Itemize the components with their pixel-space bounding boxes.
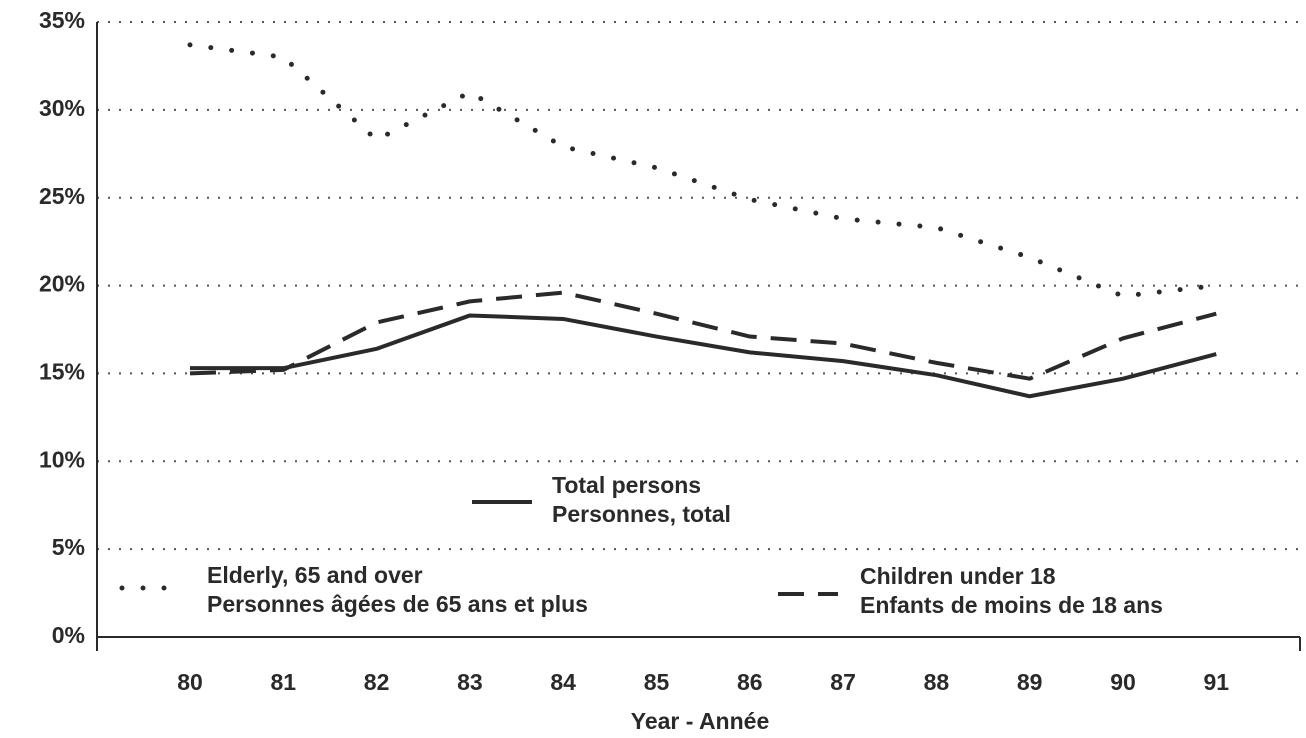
y-tick-label: 30% — [39, 95, 85, 121]
x-tick-label: 83 — [457, 669, 483, 695]
x-tick-label: 86 — [737, 669, 763, 695]
y-tick-label: 10% — [39, 446, 85, 472]
legend-label: Personnes, total — [552, 501, 731, 527]
x-tick-label: 87 — [830, 669, 856, 695]
x-tick-label: 85 — [644, 669, 670, 695]
series-line — [189, 290, 1217, 381]
legend-label: Elderly, 65 and over — [207, 562, 423, 588]
x-tick-label: 90 — [1110, 669, 1136, 695]
x-tick-label: 91 — [1204, 669, 1230, 695]
series-line — [187, 42, 1219, 299]
x-axis-label: Year - Année — [631, 708, 769, 734]
legend-label: Total persons — [552, 472, 701, 498]
y-tick-label: 20% — [39, 271, 85, 297]
series-line — [190, 313, 1217, 399]
x-tick-label: 84 — [550, 669, 576, 695]
legend-label: Personnes âgées de 65 ans et plus — [207, 591, 588, 617]
x-tick-label: 89 — [1017, 669, 1043, 695]
legend-label: Children under 18 — [860, 563, 1056, 589]
x-tick-label: 88 — [924, 669, 950, 695]
y-tick-label: 0% — [52, 622, 85, 648]
x-tick-label: 81 — [271, 669, 297, 695]
y-tick-label: 35% — [39, 7, 85, 33]
y-tick-label: 5% — [52, 534, 85, 560]
x-tick-label: 80 — [177, 669, 203, 695]
y-tick-label: 15% — [39, 359, 85, 385]
y-tick-label: 25% — [39, 183, 85, 209]
x-tick-label: 82 — [364, 669, 390, 695]
legend-label: Enfants de moins de 18 ans — [860, 592, 1163, 618]
